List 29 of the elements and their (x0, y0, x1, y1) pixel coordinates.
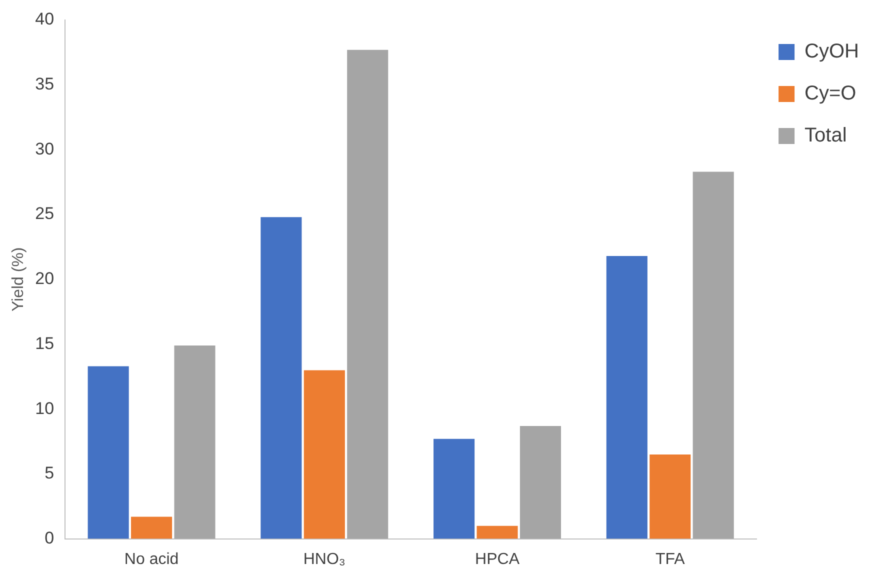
y-tick-label: 35 (35, 74, 54, 94)
bar (174, 346, 216, 539)
y-tick-label: 15 (35, 334, 54, 353)
bar (88, 366, 129, 539)
x-tick-label: TFA (655, 550, 686, 568)
y-tick-label: 40 (35, 10, 54, 29)
legend-label: Total (804, 124, 847, 147)
x-tick-label: HPCA (475, 550, 520, 568)
y-tick-label: 5 (44, 464, 54, 483)
x-tick-label: No acid (124, 550, 179, 568)
bar (476, 526, 518, 539)
x-tick-label: HNO₃ (303, 550, 346, 568)
bar (650, 454, 691, 539)
y-tick-label: 20 (35, 269, 54, 288)
bar (131, 516, 172, 539)
y-tick-label: 25 (35, 204, 54, 224)
bar (434, 438, 475, 539)
bar (692, 172, 734, 539)
y-tick-label: 30 (35, 139, 54, 158)
y-tick-label: 0 (44, 528, 54, 548)
legend-label: CyOH (804, 40, 860, 63)
bar (260, 217, 302, 539)
bar (347, 50, 388, 539)
y-tick-label: 10 (35, 398, 54, 418)
bar (606, 256, 648, 539)
bar (304, 370, 345, 539)
legend-label: Cy=O (804, 82, 856, 105)
y-axis-title: Yield (%) (10, 247, 28, 312)
bar (520, 426, 562, 539)
